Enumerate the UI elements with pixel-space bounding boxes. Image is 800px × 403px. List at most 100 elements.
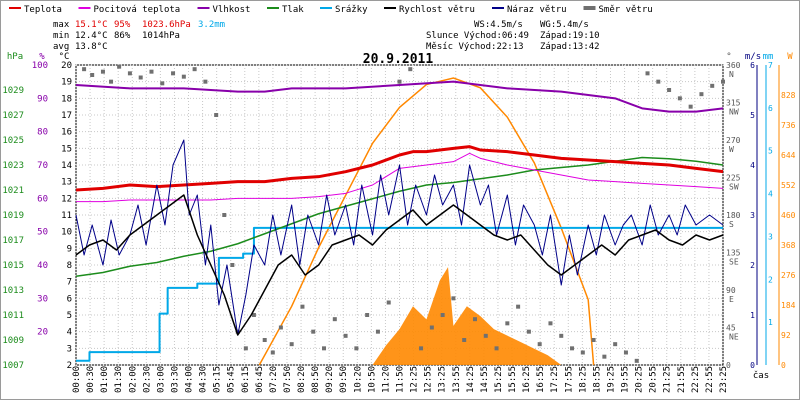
- x-tick-label: 07:50: [283, 366, 293, 393]
- stats-moonset: Západ:13:42: [540, 42, 600, 52]
- legend-item: Náraz větru: [492, 5, 567, 15]
- humidity-tick-label: 20: [37, 328, 48, 338]
- x-tick-label: 09:20: [325, 366, 335, 393]
- wind-tick-label: 5: [750, 111, 755, 120]
- x-tick-label: 23:25: [719, 366, 729, 393]
- rain-tick-label: 7: [768, 61, 773, 70]
- wind-direction-point: [688, 104, 693, 109]
- x-tick-label: 19:25: [606, 366, 616, 393]
- direction-tick-label: 135: [726, 249, 741, 258]
- stats-row-label: max: [53, 20, 70, 30]
- stats-wind-gust: WG:5.4m/s: [540, 20, 589, 30]
- wind-direction-point: [375, 329, 380, 334]
- wind-axis-header: m/s: [745, 52, 761, 62]
- wind-direction-point: [214, 113, 219, 117]
- legend-item: Tlak: [267, 5, 304, 15]
- direction-tick-label: 225: [726, 174, 741, 183]
- wind-direction-point: [300, 304, 305, 309]
- wind-direction-point: [222, 213, 227, 217]
- series-line: [75, 194, 724, 336]
- temp-tick-label: 12: [61, 194, 72, 204]
- wind-direction-point: [386, 300, 391, 305]
- x-tick-label: 16:55: [536, 366, 546, 393]
- pressure-axis-header: hPa: [7, 52, 23, 62]
- wind-direction-point: [516, 304, 521, 309]
- wind-direction-point: [472, 317, 477, 322]
- direction-axis-header: °: [726, 52, 731, 62]
- direction-compass-label: E: [729, 295, 734, 304]
- wind-direction-point: [580, 350, 585, 355]
- x-tick-label: 10:50: [367, 366, 377, 393]
- wind-direction-point: [235, 329, 240, 334]
- x-tick-label: 12:55: [424, 366, 434, 393]
- legend-label: Srážky: [335, 5, 368, 15]
- series-line: [75, 145, 724, 192]
- legend-item: Srážky: [320, 5, 368, 15]
- wind-direction-point: [82, 67, 87, 72]
- wind-direction-point: [613, 342, 618, 347]
- wind-direction-point: [440, 313, 445, 317]
- wind-direction-point: [311, 329, 316, 334]
- pressure-tick-label: 1027: [2, 111, 24, 121]
- rain-tick-label: 3: [768, 232, 773, 241]
- humidity-tick-label: 100: [32, 61, 48, 71]
- solar-radiation-area: [372, 267, 562, 365]
- x-tick-label: 02:00: [128, 366, 138, 393]
- temp-axis-header: °C: [59, 52, 70, 62]
- wind-direction-point: [365, 313, 370, 317]
- wind-direction-point: [602, 354, 607, 359]
- wind-direction-point: [203, 79, 208, 84]
- legend-label: Tlak: [282, 5, 304, 15]
- wind-direction-point: [710, 83, 715, 88]
- pressure-tick-label: 1023: [2, 161, 24, 171]
- direction-tick-label: 180: [726, 211, 741, 220]
- x-tick-label: 08:20: [297, 366, 307, 393]
- rain-tick-label: 5: [768, 147, 773, 156]
- x-tick-label: 20:55: [649, 366, 659, 393]
- series-line: [76, 226, 723, 362]
- solar-tick-label: 828: [781, 91, 796, 100]
- x-tick-label: 15:55: [508, 366, 518, 393]
- pressure-tick-label: 1029: [2, 86, 24, 96]
- temp-tick-label: 5: [67, 311, 72, 321]
- wind-direction-point: [634, 358, 639, 363]
- series-layer: [75, 64, 725, 366]
- x-tick-label: 04:30: [199, 366, 209, 393]
- wind-tick-label: 1: [750, 311, 755, 320]
- stats-humidity: 86%: [114, 31, 131, 41]
- direction-tick-label: 45: [726, 324, 736, 333]
- wind-direction-point: [570, 346, 575, 351]
- wind-direction-point: [230, 263, 235, 267]
- x-tick-label: 03:00: [156, 366, 166, 393]
- x-tick-label: 13:25: [438, 366, 448, 393]
- x-tick-label: 17:25: [550, 366, 560, 393]
- temp-tick-label: 13: [61, 178, 72, 188]
- wind-tick-label: 6: [750, 61, 755, 70]
- temp-tick-label: 10: [61, 228, 72, 238]
- wind-direction-point: [109, 79, 114, 84]
- legend-label: Teplota: [24, 5, 62, 15]
- solar-tick-label: 0: [781, 361, 786, 370]
- wind-direction-point: [117, 64, 122, 69]
- stats-sunrise: Slunce Východ:06:49: [426, 31, 529, 41]
- wind-direction-point: [591, 338, 596, 342]
- x-tick-label: 18:25: [578, 366, 588, 393]
- wind-direction-point: [322, 346, 327, 351]
- direction-compass-label: NW: [729, 108, 739, 117]
- wind-direction-point: [171, 71, 176, 76]
- direction-compass-label: NE: [729, 333, 739, 342]
- wind-direction-point: [537, 342, 542, 347]
- wind-direction-point: [699, 92, 704, 97]
- wind-direction-point: [278, 325, 283, 330]
- direction-tick-label: 315: [726, 99, 741, 108]
- pressure-tick-label: 1019: [2, 211, 24, 221]
- wind-direction-point: [100, 69, 105, 74]
- temp-tick-label: 17: [61, 111, 72, 121]
- solar-tick-label: 276: [781, 271, 796, 280]
- wind-direction-point: [397, 79, 402, 84]
- x-tick-label: 05:45: [227, 366, 237, 393]
- wind-direction-point: [243, 346, 248, 351]
- wind-direction-point: [677, 96, 682, 101]
- wind-direction-point: [251, 313, 256, 317]
